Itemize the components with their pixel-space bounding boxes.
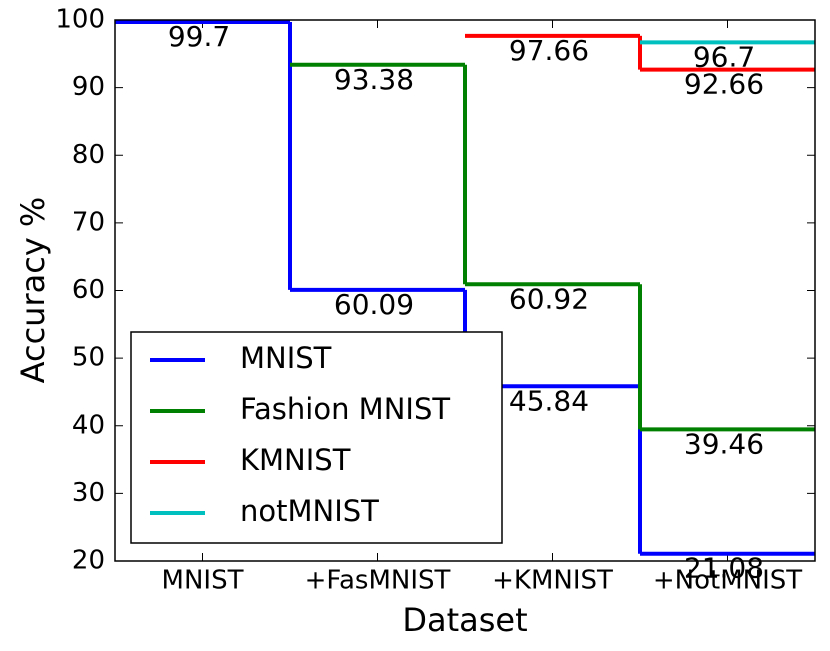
x-tick-label: +FasMNIST [305,566,451,596]
legend-box [130,331,503,544]
x-tick-label: +KMNIST [492,566,613,596]
legend-label: MNIST [240,341,332,375]
data-label: 21.08 [684,552,764,585]
data-label: 92.66 [684,68,764,101]
y-tick-label: 20 [72,546,105,576]
legend-label: KMNIST [240,443,351,477]
y-tick-label: 50 [72,343,105,373]
y-tick-label: 80 [72,140,105,170]
y-tick-label: 40 [72,410,105,440]
y-tick-label: 70 [72,207,105,237]
legend-label: notMNIST [240,494,379,528]
y-axis-label: Accuracy % [14,197,52,384]
x-axis-label: Dataset [402,601,527,639]
plot-frame [114,19,816,562]
data-label: 45.84 [509,384,589,417]
y-tick-label: 30 [72,478,105,508]
y-tick-label: 90 [72,72,105,102]
legend-label: Fashion MNIST [240,392,450,426]
data-label: 93.38 [334,63,414,96]
data-label: 39.46 [684,427,764,460]
x-tick-label: +NotMNIST [653,566,802,596]
data-label: 99.7 [168,20,230,53]
data-label: 96.7 [693,40,755,73]
data-label: 60.09 [334,288,414,321]
y-tick-label: 100 [55,5,105,35]
data-label: 60.92 [509,282,589,315]
y-tick-label: 60 [72,275,105,305]
legend: MNIST Fashion MNIST KMNIST notMNIST [130,331,503,544]
x-tick-label: MNIST [162,566,244,596]
data-label: 97.66 [509,34,589,67]
